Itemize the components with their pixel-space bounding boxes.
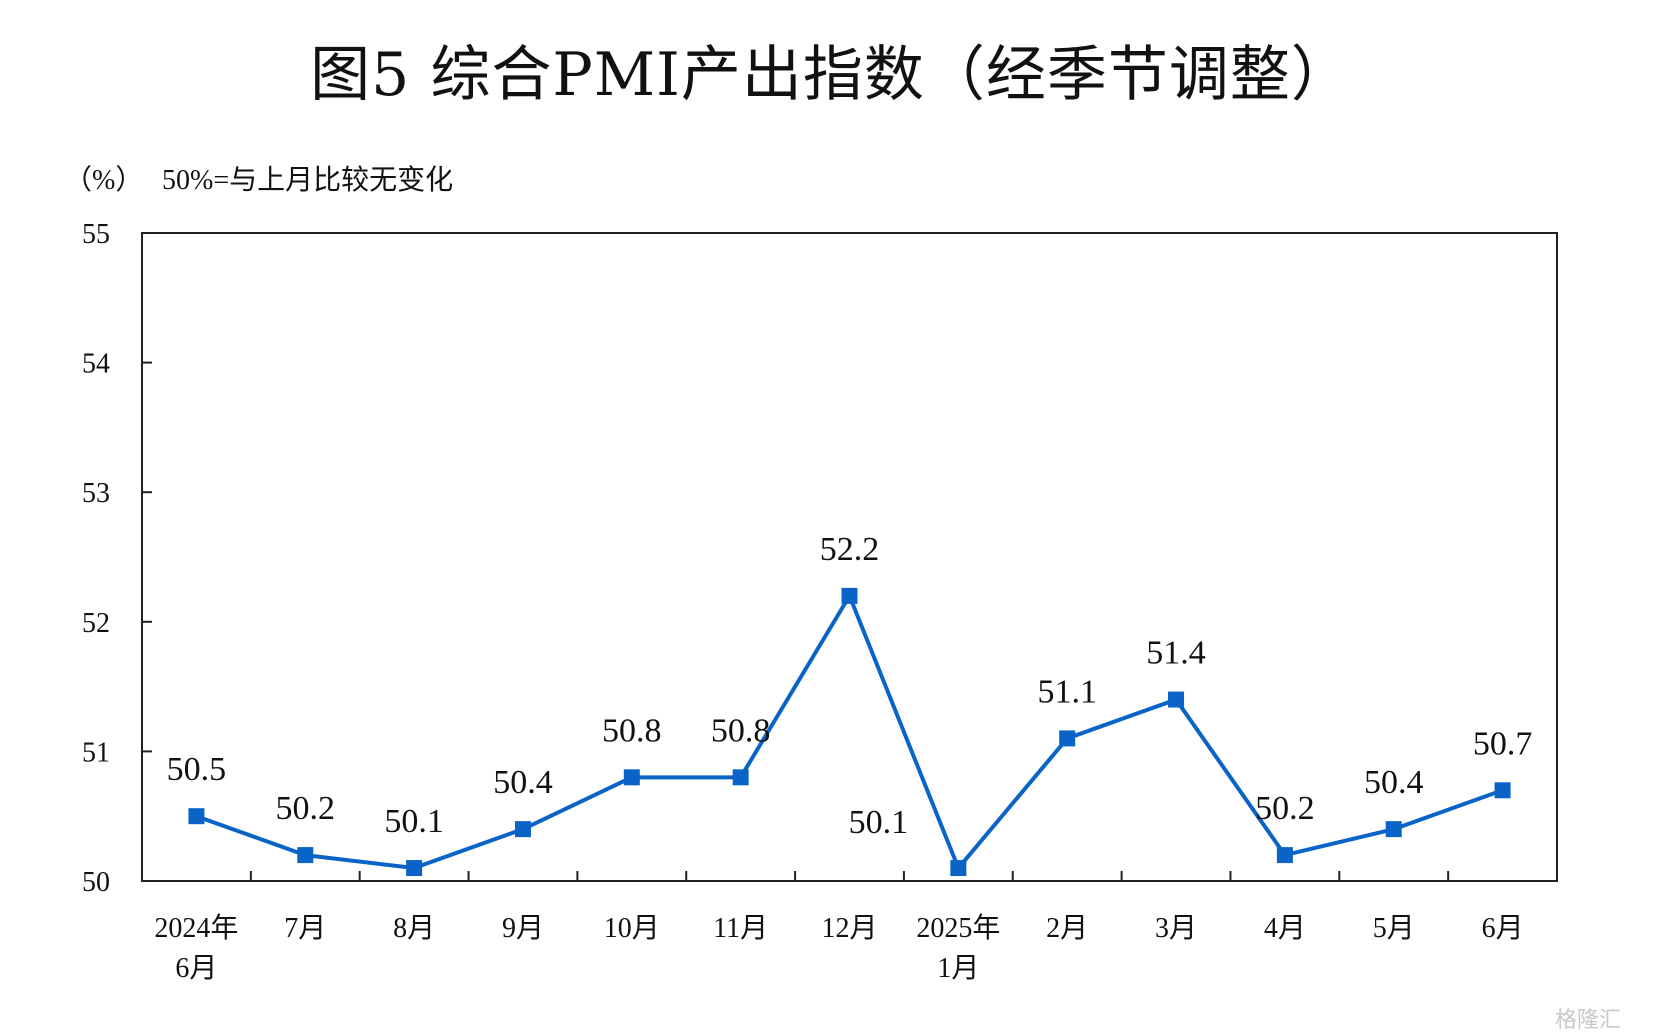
y-axis: 50 51 52 53 54 55: [82, 219, 152, 898]
x-tick-label: 11月: [713, 913, 768, 944]
data-point-marker: [514, 821, 531, 838]
x-tick-label: 6月: [175, 953, 217, 984]
x-tick-label: 8月: [393, 913, 435, 944]
data-label: 50.1: [384, 803, 444, 840]
data-point-marker: [623, 769, 640, 786]
x-tick-label: 12月: [821, 913, 877, 944]
x-tick-label: 1月: [937, 953, 979, 984]
y-unit-label: （%）: [64, 165, 144, 196]
data-label: 51.4: [1146, 635, 1206, 672]
data-point-marker: [841, 587, 858, 604]
data-label: 50.4: [1364, 764, 1424, 801]
y-tick-label: 52: [82, 608, 110, 639]
y-tick-label: 55: [82, 219, 110, 250]
watermark-logo: 格隆汇: [1555, 1008, 1622, 1033]
data-label: 50.5: [167, 751, 227, 788]
data-label: 51.1: [1037, 673, 1097, 710]
data-point-marker: [732, 769, 749, 786]
data-point-marker: [297, 847, 314, 864]
series-layer: 50.5 50.2 50.1 50.4 50.8 50.8 52.2 50.1 51.1 51.4…: [167, 531, 1533, 877]
data-point-marker: [188, 808, 205, 825]
data-point-marker: [406, 860, 423, 877]
chart-title: 图5 综合PMI产出指数（经季节调整）: [310, 40, 1352, 110]
data-point-marker: [1276, 847, 1293, 864]
baseline-note: 50%=与上月比较无变化: [162, 165, 454, 196]
x-tick-label: 5月: [1373, 913, 1415, 944]
data-label: 50.2: [276, 790, 336, 827]
data-point-marker: [1385, 821, 1402, 838]
x-tick-label: 6月: [1482, 913, 1524, 944]
x-tick-label: 4月: [1264, 913, 1306, 944]
data-label: 50.4: [493, 764, 553, 801]
x-tick-label: 10月: [604, 913, 660, 944]
data-label: 50.2: [1255, 790, 1315, 827]
plot-area-frame: [141, 232, 1558, 882]
data-label: 50.8: [711, 712, 771, 749]
data-point-marker: [1059, 730, 1076, 747]
x-tick-label: 2025年: [916, 912, 1000, 944]
x-tick-label: 9月: [502, 913, 544, 944]
data-label: 50.1: [849, 804, 909, 841]
y-tick-label: 53: [82, 478, 110, 509]
x-tick-label: 3月: [1155, 913, 1197, 944]
y-tick-label: 51: [82, 737, 110, 768]
data-label: 52.2: [820, 531, 880, 568]
x-tick-label: 2月: [1046, 913, 1088, 944]
data-point-marker: [1168, 691, 1185, 708]
y-tick-label: 50: [82, 867, 110, 898]
data-label: 50.7: [1473, 725, 1533, 762]
y-tick-label: 54: [82, 349, 110, 380]
data-point-marker: [950, 860, 967, 877]
x-tick-label: 7月: [284, 913, 326, 944]
data-label: 50.8: [602, 712, 662, 749]
data-point-marker: [1494, 782, 1511, 799]
x-axis: 2024年 6月 7月 8月 9月 10月 11月 12月 2025年 1月 2月 3月 4月 5月 6月: [154, 871, 1524, 984]
x-tick-label: 2024年: [154, 912, 238, 944]
